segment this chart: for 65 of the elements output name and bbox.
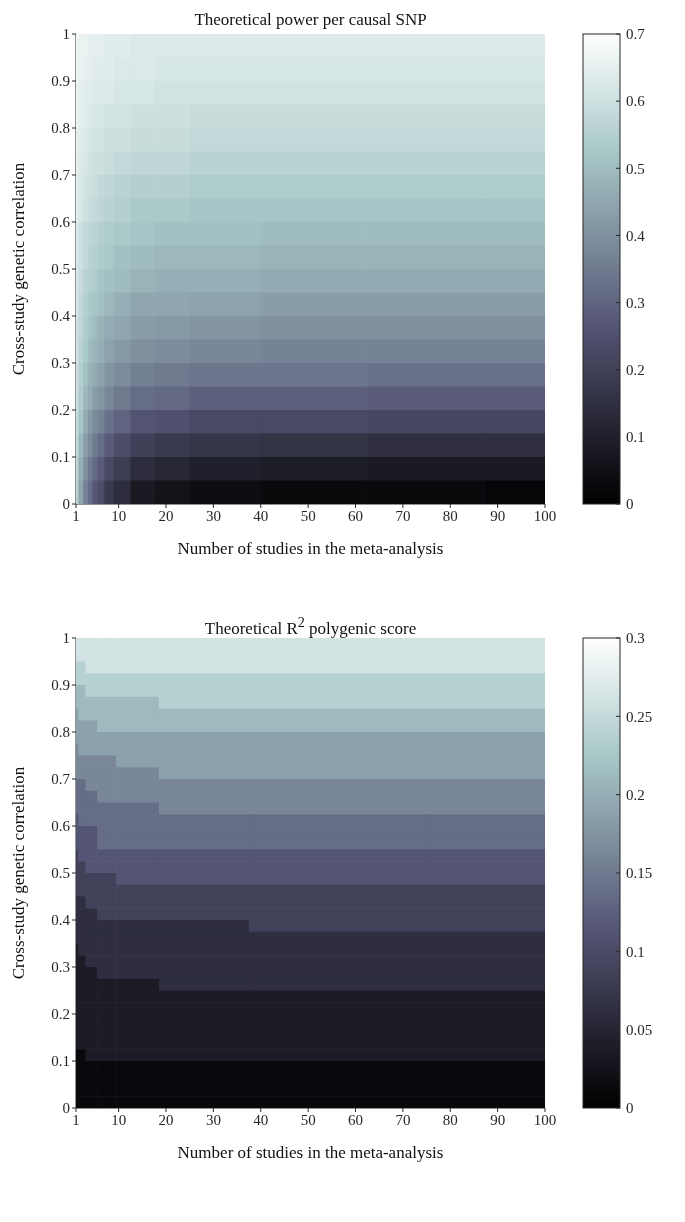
color-bar-label: 0.15 (626, 865, 653, 882)
color-bar-label: 0 (626, 1100, 634, 1117)
y-tick-label: 1 (62, 630, 70, 647)
color-bar-label: 0.5 (626, 160, 645, 177)
x-tick-label: 20 (158, 1111, 174, 1128)
color-bar-label: 0 (626, 496, 634, 513)
y-tick-label: 0.9 (51, 677, 70, 694)
x-tick-label: 90 (490, 507, 506, 524)
x-tick-label: 40 (253, 1111, 269, 1128)
x-tick-label: 80 (442, 507, 458, 524)
y-tick-label: 0.7 (51, 167, 71, 184)
x-tick-label: 40 (253, 507, 269, 524)
y-tick-label: 0.1 (51, 1053, 70, 1070)
color-bar-label: 0.1 (626, 943, 645, 960)
x-tick-label: 100 (533, 507, 557, 524)
color-bar-label: 0.2 (626, 361, 645, 378)
y-tick-label: 0.7 (51, 771, 71, 788)
x-tick-label: 30 (205, 507, 221, 524)
x-tick-label: 100 (533, 1111, 557, 1128)
x-tick-label: 30 (205, 1111, 221, 1128)
x-tick-label: 10 (111, 507, 127, 524)
y-tick-label: 0.1 (51, 449, 70, 466)
y-tick-label: 0.2 (51, 1006, 70, 1023)
y-tick-label: 0.8 (51, 724, 70, 741)
chart-title: Theoretical R$^{2}$ polygenic score (204, 614, 417, 638)
x-tick-label: 60 (348, 507, 364, 524)
color-scale: 0 0.05 0.1 0.15 0.2 0.25 0.3 (583, 628, 683, 1118)
color-bar-label: 0.1 (626, 429, 645, 446)
y-tick-label: 1 (62, 26, 70, 43)
x-tick-label: 10 (111, 1111, 127, 1128)
y-tick-label: 0 (62, 496, 70, 513)
x-tick-label: 80 (442, 1111, 458, 1128)
x-tick-label: 70 (395, 1111, 411, 1128)
y-axis-title: Cross-study genetic correlation (9, 162, 29, 376)
y-axis-title: Cross-study genetic correlation (9, 766, 29, 980)
color-scale: 0 0.1 0.2 0.3 0.4 0.5 0.6 0.7 (583, 24, 683, 514)
color-bar-label: 0.4 (626, 227, 646, 244)
y-tick-label: 0 (62, 1100, 70, 1117)
x-axis-title: Number of studies in the meta-analysis (177, 539, 444, 558)
y-tick-label: 0.3 (51, 355, 70, 372)
x-tick-label: 70 (395, 507, 411, 524)
y-tick-label: 0.4 (51, 912, 71, 929)
y-tick-label: 0.5 (51, 261, 70, 278)
y-tick-label: 0.8 (51, 120, 70, 137)
x-tick-label: 50 (300, 1111, 316, 1128)
color-bar-label: 0.05 (626, 1021, 653, 1038)
color-bar-label: 0.3 (626, 294, 645, 311)
y-tick-label: 0.5 (51, 865, 70, 882)
x-tick-label: 20 (158, 507, 174, 524)
y-tick-label: 0.4 (51, 308, 71, 325)
y-tick-label: 0.6 (51, 818, 71, 835)
x-axis-title: Number of studies in the meta-analysis (177, 1143, 444, 1162)
color-bar-label: 0.3 (626, 630, 645, 647)
x-tick-label: 50 (300, 507, 316, 524)
y-tick-label: 0.9 (51, 73, 70, 90)
y-tick-label: 0.3 (51, 959, 70, 976)
x-tick-label: 90 (490, 1111, 506, 1128)
x-tick-label: 60 (348, 1111, 364, 1128)
color-bar-label: 0.25 (626, 708, 653, 725)
y-tick-label: 0.2 (51, 402, 70, 419)
color-bar-label: 0.6 (626, 93, 646, 110)
y-tick-label: 0.6 (51, 214, 71, 231)
chart-title: Theoretical power per causal SNP (194, 10, 427, 29)
color-bar-label: 0.2 (626, 786, 645, 803)
color-bar-label: 0.7 (626, 26, 646, 43)
